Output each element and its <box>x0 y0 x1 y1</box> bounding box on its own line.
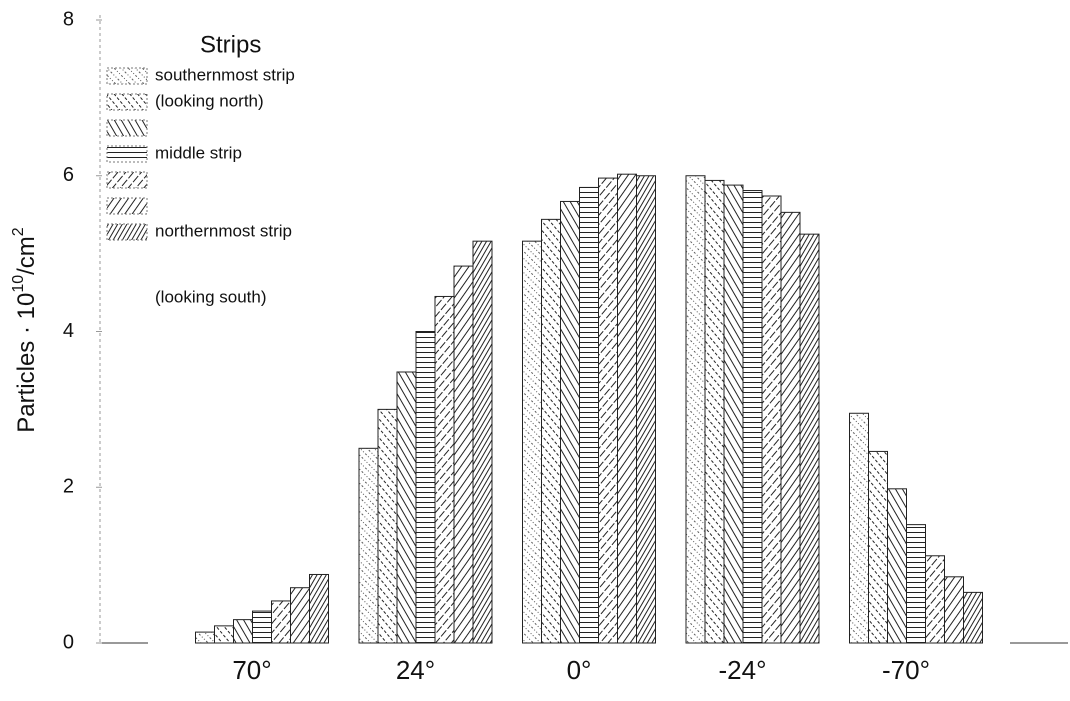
y-tick-label: 6 <box>63 164 74 186</box>
bar <box>541 218 561 644</box>
bar <box>598 177 618 644</box>
bar <box>195 631 215 644</box>
bar <box>233 619 253 644</box>
y-label-unit: /cm <box>13 236 40 275</box>
bar <box>944 576 964 644</box>
bar <box>636 175 656 644</box>
legend-label: middle strip <box>155 143 242 162</box>
bar <box>434 295 455 644</box>
bar <box>453 265 474 644</box>
bar <box>761 195 782 644</box>
y-tick-label: 8 <box>63 8 74 30</box>
bar <box>617 173 637 644</box>
x-tick-label: -24° <box>719 655 767 685</box>
y-label-text: Particles · 10 <box>13 293 40 433</box>
bar <box>780 211 801 644</box>
bar <box>723 184 744 644</box>
legend-swatch <box>106 67 148 85</box>
legend-label: southernmost strip <box>155 65 295 84</box>
bar <box>560 200 580 644</box>
bar <box>271 600 291 644</box>
y-label-sup: 10 <box>10 275 27 293</box>
legend-note: (looking south) <box>155 287 267 306</box>
legend-swatch <box>106 171 148 189</box>
bar <box>252 610 272 644</box>
bar <box>685 175 706 644</box>
legend-label: (looking north) <box>155 91 264 110</box>
bar <box>963 591 983 644</box>
bar <box>887 488 907 644</box>
x-tick-label: 0° <box>567 655 592 685</box>
bar <box>290 587 310 644</box>
y-tick-label: 4 <box>63 320 74 342</box>
bar <box>849 412 869 644</box>
legend-swatch <box>106 145 148 163</box>
bar <box>472 240 493 644</box>
bar <box>579 186 599 644</box>
bar <box>214 625 234 644</box>
y-axis-label: Particles · 1010/cm2 <box>10 227 40 433</box>
x-tick-label: 70° <box>232 655 271 685</box>
legend-swatch <box>106 197 148 215</box>
legend-title: Strips <box>200 31 261 58</box>
bar <box>522 240 542 644</box>
bar <box>906 524 926 644</box>
y-label-sup: 2 <box>10 227 27 236</box>
bar <box>358 447 379 644</box>
y-tick-label: 0 <box>63 631 74 653</box>
bar <box>799 233 820 644</box>
bar <box>925 555 945 644</box>
bar <box>309 573 329 644</box>
bar <box>377 408 398 644</box>
y-tick-label: 2 <box>63 476 74 498</box>
legend-swatch <box>106 93 148 111</box>
bar <box>704 179 725 644</box>
bar <box>396 371 417 644</box>
bar <box>868 450 888 644</box>
x-tick-label: -70° <box>882 655 930 685</box>
x-tick-label: 24° <box>396 655 435 685</box>
bar <box>742 190 763 644</box>
legend-swatch <box>106 223 148 241</box>
legend-label: northernmost strip <box>155 221 292 240</box>
bar <box>415 331 436 644</box>
legend-swatch <box>106 119 148 137</box>
